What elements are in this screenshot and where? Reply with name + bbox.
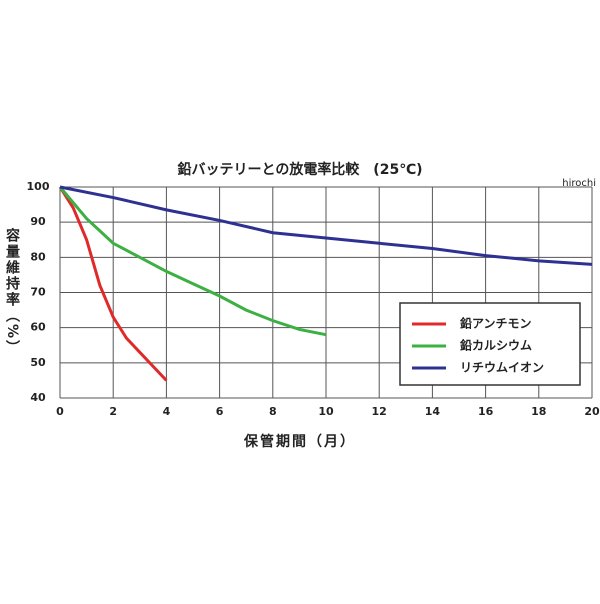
y-tick-label: 40 <box>30 391 46 404</box>
x-tick-label: 16 <box>478 405 494 418</box>
legend-box <box>399 302 581 386</box>
x-tick-label: 8 <box>269 405 277 418</box>
chart-title: 鉛バッテリーとの放電率比較 (25℃) <box>177 161 422 178</box>
x-tick-label: 14 <box>425 405 441 418</box>
y-tick-label: 60 <box>30 321 46 334</box>
x-tick-label: 4 <box>163 405 171 418</box>
x-tick-label: 0 <box>56 405 64 418</box>
x-axis-label: 保管期間（月） <box>243 433 356 450</box>
x-tick-label: 6 <box>216 405 224 418</box>
x-tick-label: 20 <box>584 405 600 418</box>
y-tick-label: 90 <box>30 215 46 228</box>
y-tick-label: 100 <box>27 180 50 193</box>
series-line <box>58 186 327 337</box>
legend-label: 鉛カルシウム <box>459 338 532 353</box>
x-tick-label: 2 <box>109 405 117 418</box>
series-line <box>58 186 168 382</box>
y-tick-label: 80 <box>30 250 46 263</box>
x-tick-label: 10 <box>318 405 334 418</box>
y-tick-label: 70 <box>30 286 46 299</box>
y-axis-label: 容量維持率（%） <box>4 227 21 356</box>
x-tick-label: 18 <box>531 405 546 418</box>
legend-label: リチウムイオン <box>460 361 544 375</box>
y-tick-label: 50 <box>30 356 46 369</box>
series-line <box>59 185 593 266</box>
legend-label: 鉛アンチモン <box>459 316 532 331</box>
watermark: hirochi <box>562 178 596 189</box>
x-tick-label: 12 <box>372 405 387 418</box>
